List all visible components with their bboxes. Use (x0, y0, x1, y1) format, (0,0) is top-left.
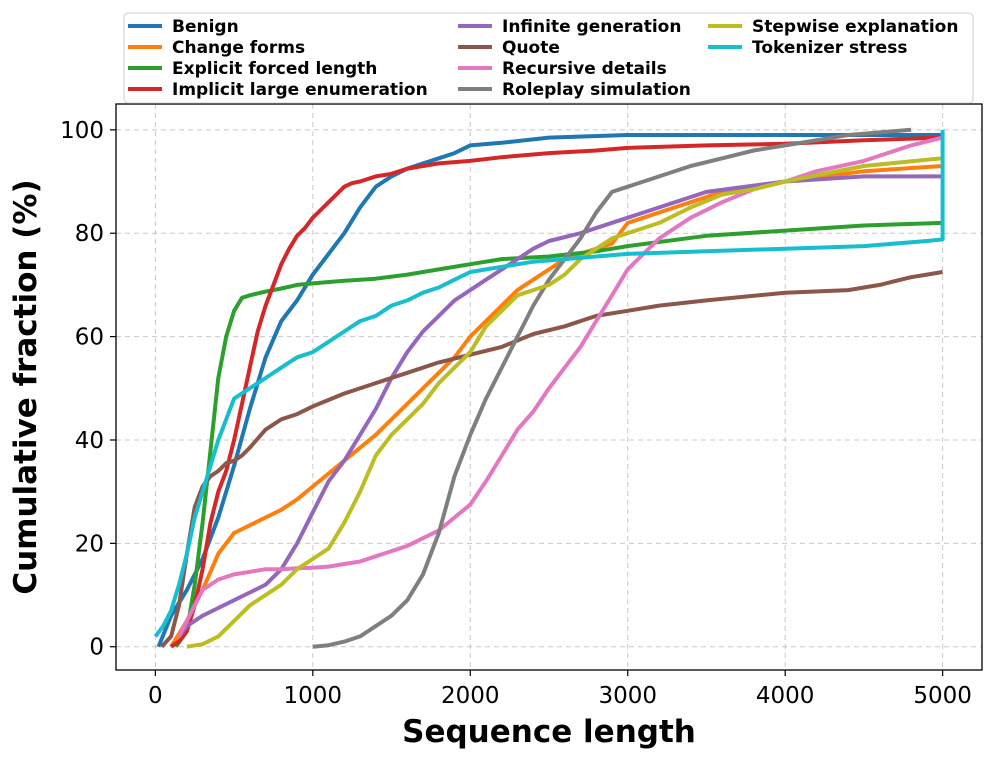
x-tick-label: 5000 (913, 683, 972, 709)
y-axis: 0 20 40 60 80 100 (60, 118, 116, 661)
legend-label-roleplay-simulation: Roleplay simulation (502, 80, 691, 100)
y-tick-label: 20 (75, 531, 104, 557)
series-lines (153, 127, 945, 649)
y-tick-label: 40 (75, 428, 104, 454)
legend-box (123, 12, 974, 104)
y-tick-label: 100 (60, 118, 104, 144)
x-axis-label: Sequence length (402, 714, 696, 750)
y-tick-label: 60 (75, 325, 104, 351)
y-tick-label: 80 (75, 221, 104, 247)
legend-label-explicit-forced-length: Explicit forced length (172, 59, 377, 79)
y-axis-label: Cumulative fraction (%) (8, 179, 44, 594)
series-line-infinite-generation (177, 174, 943, 638)
x-tick-label: 0 (148, 683, 163, 709)
series-line-roleplay-simulation (312, 127, 912, 649)
legend-label-quote: Quote (502, 38, 560, 58)
x-tick-label: 3000 (598, 683, 657, 709)
y-tick-label: 0 (89, 635, 104, 661)
legend-label-tokenizer-stress: Tokenizer stress (752, 38, 907, 58)
series-line-recursive-details (177, 135, 944, 638)
legend-label-change-forms: Change forms (172, 38, 305, 58)
legend-label-recursive-details: Recursive details (502, 59, 667, 79)
series-line-benign (156, 133, 943, 648)
plot-frame (115, 103, 983, 671)
x-tick-label: 2000 (441, 683, 500, 709)
x-axis: 0 1000 2000 3000 4000 5000 (148, 670, 972, 709)
legend-label-stepwise-explanation: Stepwise explanation (752, 17, 958, 37)
x-tick-label: 4000 (756, 683, 815, 709)
legend-label-infinite-generation: Infinite generation (502, 17, 681, 37)
series-line-stepwise-explanation (186, 156, 943, 649)
series-line-explicit-forced-length (174, 220, 943, 648)
series-line-tokenizer-stress (153, 129, 945, 638)
x-tick-label: 1000 (284, 683, 343, 709)
legend-label-implicit-large-enumeration: Implicit large enumeration (172, 80, 428, 100)
series-line-implicit-large-enumeration (170, 135, 943, 649)
legend-label-benign: Benign (172, 17, 239, 37)
